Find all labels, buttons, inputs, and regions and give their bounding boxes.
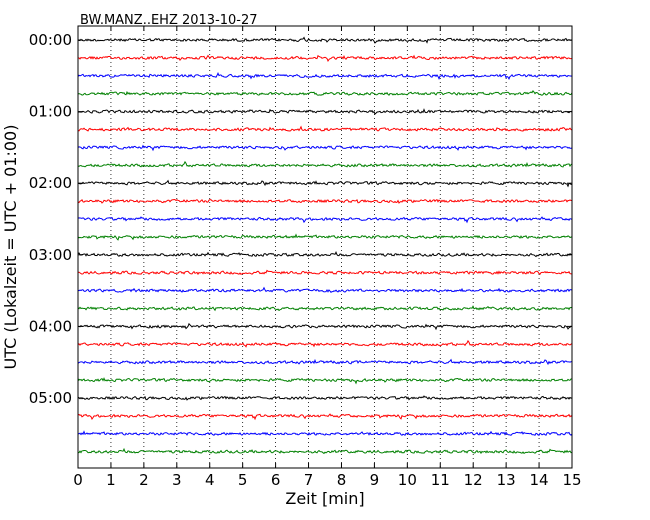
y-tick-label: 05:00 [29, 389, 72, 407]
chart-title: BW.MANZ..EHZ 2013-10-27 [80, 13, 258, 28]
trace-line [77, 430, 573, 436]
x-tick-label: 7 [304, 471, 314, 489]
trace-line [77, 108, 573, 115]
trace-line [77, 72, 573, 81]
x-tick-label: 9 [370, 471, 380, 489]
x-axis-label: Zeit [min] [285, 489, 364, 508]
x-tick-label: 12 [464, 471, 483, 489]
trace-line [77, 395, 573, 401]
x-tick-label: 6 [271, 471, 281, 489]
x-tick-label: 11 [431, 471, 450, 489]
trace-line [77, 286, 573, 294]
x-tick-label: 1 [106, 471, 116, 489]
trace-line [77, 322, 573, 331]
trace-line [77, 216, 573, 224]
x-tick-label: 10 [398, 471, 417, 489]
seismic-traces [77, 36, 573, 455]
y-tick-label: 04:00 [29, 317, 72, 335]
x-axis-ticks: 0 1 2 3 4 5 6 7 8 9 10 11 12 13 14 15 [73, 26, 582, 489]
trace-line [77, 358, 573, 366]
y-tick-label: 00:00 [29, 31, 72, 49]
trace-line [77, 125, 573, 132]
y-tick-label: 02:00 [29, 174, 72, 192]
trace-line [77, 305, 573, 312]
trace-line [77, 447, 573, 455]
trace-line [77, 198, 573, 204]
x-tick-label: 3 [172, 471, 182, 489]
trace-line [77, 54, 573, 62]
y-axis-ticks: 00:00 01:00 02:00 03:00 04:00 05:00 [29, 31, 572, 407]
x-tick-label: 4 [205, 471, 215, 489]
trace-line [77, 269, 573, 276]
trace-line [77, 339, 573, 348]
x-tick-label: 5 [238, 471, 248, 489]
y-axis-label: UTC (Lokalzeit = UTC + 01:00) [1, 125, 20, 370]
y-tick-label: 03:00 [29, 246, 72, 264]
trace-line [77, 90, 573, 96]
trace-line [77, 250, 573, 258]
trace-line [77, 36, 573, 44]
trace-line [77, 413, 573, 421]
x-tick-label: 13 [497, 471, 516, 489]
trace-line [77, 160, 573, 168]
x-tick-label: 15 [562, 471, 581, 489]
x-tick-label: 2 [139, 471, 149, 489]
trace-line [77, 233, 573, 241]
trace-line [77, 144, 573, 152]
x-tick-label: 14 [530, 471, 549, 489]
trace-line [77, 179, 573, 188]
y-tick-label: 01:00 [29, 103, 72, 121]
plot-frame [77, 25, 573, 469]
grid-lines [110, 26, 540, 468]
x-tick-label: 8 [337, 471, 347, 489]
trace-line [77, 377, 573, 385]
x-tick-label: 0 [73, 471, 83, 489]
